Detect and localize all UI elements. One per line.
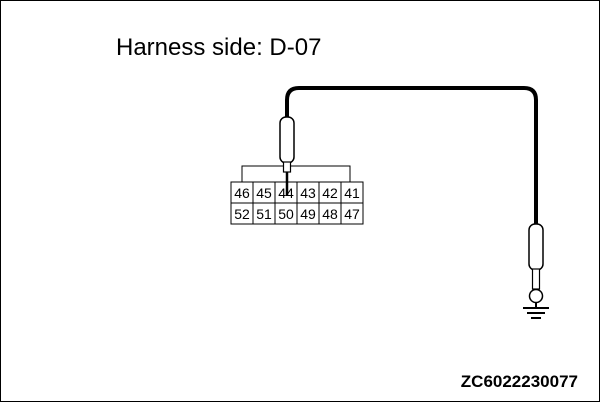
- pin-41: 41: [344, 185, 360, 201]
- pin-50: 50: [278, 206, 294, 222]
- pin-51: 51: [256, 206, 272, 222]
- probe-wire: [285, 86, 538, 224]
- pin-48: 48: [322, 206, 338, 222]
- connector-d07: 46 45 44 43 42 41 52 51 50 49 48 47: [230, 181, 364, 225]
- pin-47: 47: [344, 206, 360, 222]
- pin-42: 42: [322, 185, 338, 201]
- harness-title: Harness side: D-07: [116, 34, 322, 61]
- pin-46: 46: [234, 185, 250, 201]
- pin-49: 49: [300, 206, 316, 222]
- pin-43: 43: [300, 185, 316, 201]
- test-probe: [279, 116, 295, 196]
- figure-code: ZC6022230077: [460, 372, 578, 391]
- ground-symbol-icon: [523, 302, 549, 319]
- pin-52: 52: [234, 206, 250, 222]
- pin-45: 45: [256, 185, 272, 201]
- ground-probe: [528, 223, 544, 304]
- connector-latch: [241, 165, 351, 182]
